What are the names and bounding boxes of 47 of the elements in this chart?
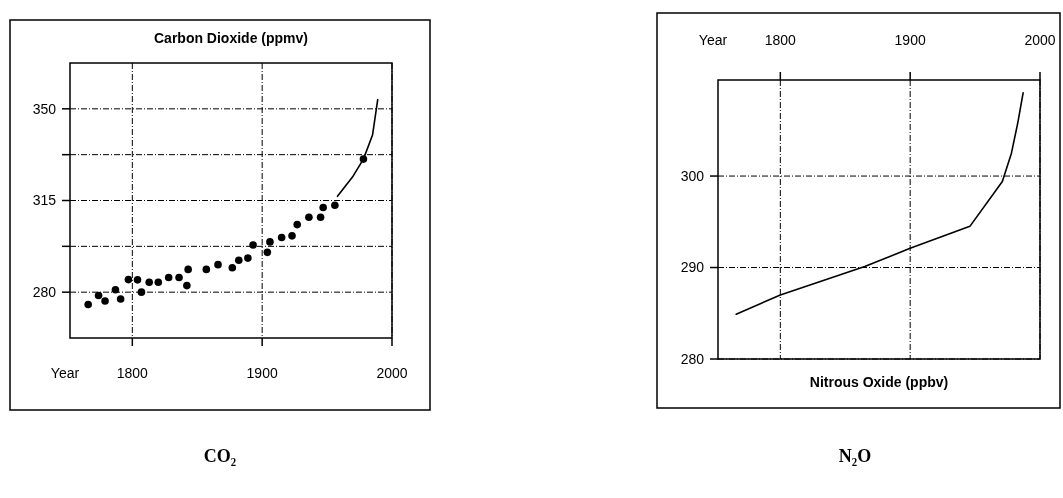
point xyxy=(293,220,302,229)
text: Nitrous Oxide (ppbv) xyxy=(809,374,949,390)
point xyxy=(228,264,237,272)
point xyxy=(319,203,327,212)
point xyxy=(183,281,191,290)
point xyxy=(133,276,142,284)
point xyxy=(94,291,103,300)
x-tick-label: 1900 xyxy=(894,32,926,48)
point xyxy=(234,256,243,265)
point xyxy=(164,273,173,282)
x-tick-label: 2000 xyxy=(1024,32,1056,48)
point xyxy=(101,297,109,305)
y-tick-label: 290 xyxy=(680,259,705,276)
chart-title: Carbon Dioxide (ppmv) xyxy=(153,30,309,46)
y-tick-label: 350 xyxy=(32,100,57,117)
point xyxy=(124,275,133,284)
text: N₂O xyxy=(838,446,872,466)
point xyxy=(137,288,146,296)
point xyxy=(111,286,120,294)
point xyxy=(184,265,192,274)
point xyxy=(116,295,125,303)
x-tick-label: 2000 xyxy=(376,365,408,381)
point xyxy=(266,238,274,246)
point xyxy=(305,213,313,222)
point xyxy=(154,278,163,287)
point xyxy=(244,254,252,262)
point xyxy=(331,201,339,210)
x-tick-label: 1900 xyxy=(246,365,278,381)
point xyxy=(316,213,325,222)
x-tick-label: 1800 xyxy=(116,365,149,381)
point xyxy=(288,232,296,240)
x-axis-title: Year xyxy=(698,32,728,48)
point xyxy=(249,241,257,249)
y-tick-label: 300 xyxy=(680,167,705,184)
point xyxy=(145,278,153,287)
text: CO₂ xyxy=(203,446,237,466)
point xyxy=(175,273,183,282)
point xyxy=(202,265,211,274)
y-tick-label: 315 xyxy=(32,192,57,209)
y-tick-label: 280 xyxy=(680,350,705,367)
point xyxy=(277,233,286,242)
x-axis-title: Year xyxy=(50,365,80,381)
x-tick-label: 1800 xyxy=(764,32,797,48)
point xyxy=(263,248,272,257)
point xyxy=(214,260,222,269)
y-tick-label: 280 xyxy=(32,284,57,301)
point xyxy=(84,300,92,309)
